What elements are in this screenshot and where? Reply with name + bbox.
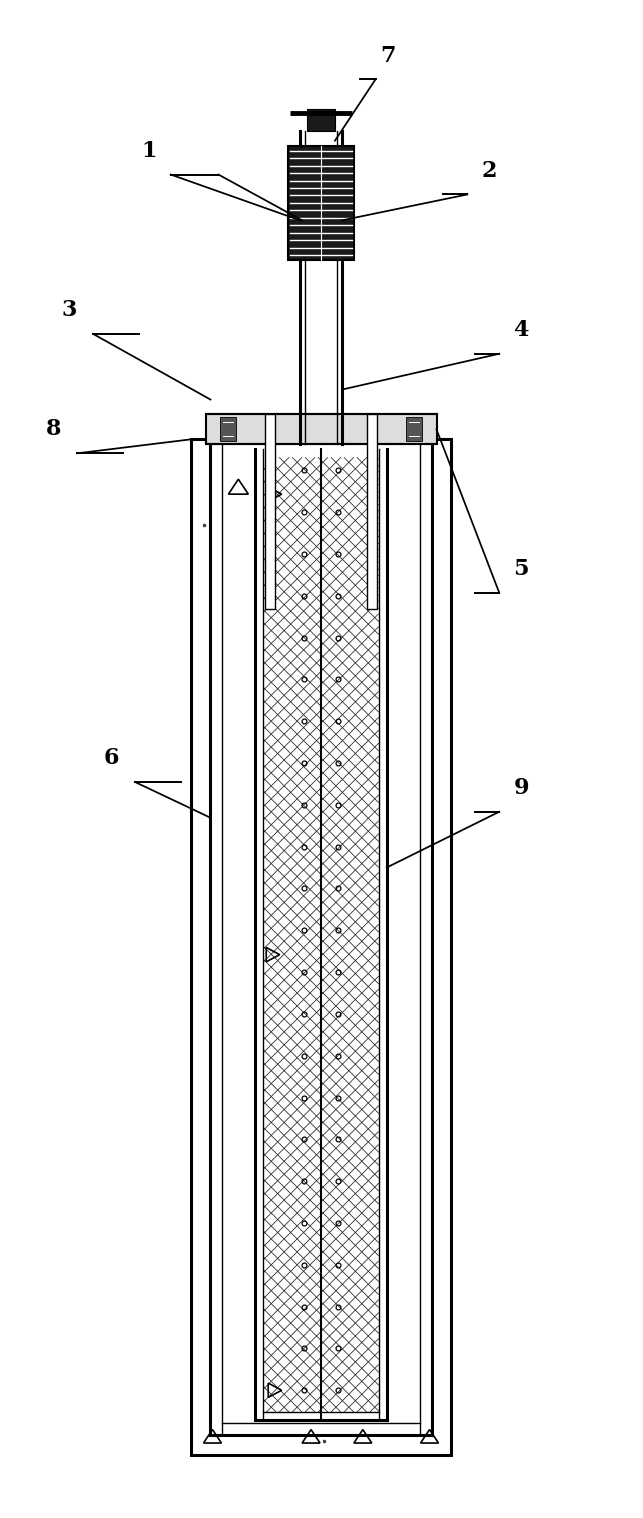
Text: 9: 9 [513, 777, 529, 798]
Text: 2: 2 [482, 159, 497, 182]
Polygon shape [266, 414, 275, 609]
Text: 3: 3 [62, 299, 77, 320]
Point [320, 1430, 330, 1454]
Polygon shape [288, 146, 354, 260]
Polygon shape [367, 414, 377, 609]
Text: 8: 8 [46, 419, 61, 440]
Polygon shape [406, 417, 422, 442]
Polygon shape [255, 449, 386, 1421]
Polygon shape [190, 439, 451, 1454]
Polygon shape [221, 417, 237, 442]
Text: 1: 1 [141, 140, 156, 161]
Text: 6: 6 [103, 747, 119, 770]
Point [199, 513, 209, 537]
Text: 4: 4 [514, 319, 529, 342]
Text: 7: 7 [380, 46, 395, 67]
Polygon shape [206, 414, 437, 445]
Polygon shape [307, 109, 335, 131]
Text: 5: 5 [513, 557, 529, 580]
